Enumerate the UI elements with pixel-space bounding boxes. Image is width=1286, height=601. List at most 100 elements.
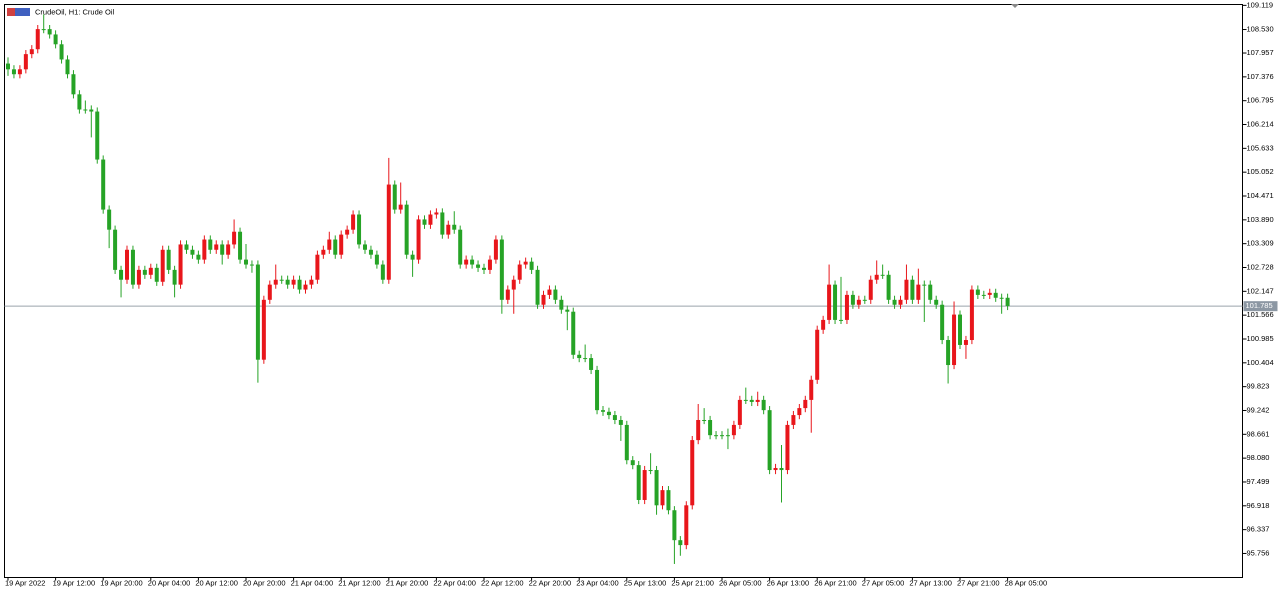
y-tick-label: 106.795 (1247, 96, 1274, 105)
candle-body (261, 299, 266, 360)
candle-body (511, 279, 516, 290)
candle-body (904, 279, 909, 300)
candle-body (374, 254, 379, 265)
candle-body (83, 109, 88, 111)
candle-body (714, 435, 719, 437)
candle-body (731, 424, 736, 436)
y-tick-label: 105.052 (1247, 167, 1274, 176)
y-tick-label: 96.918 (1247, 501, 1270, 510)
candle-body (309, 279, 314, 285)
x-tick-label: 19 Apr 20:00 (100, 578, 143, 587)
chart-title: CrudeOil, H1: Crude Oil (35, 7, 115, 16)
y-tick-label: 100.985 (1247, 334, 1274, 343)
candle-body (6, 63, 10, 70)
x-tick-label: 28 Apr 05:00 (1005, 578, 1048, 587)
x-tick-label: 19 Apr 2022 (5, 578, 45, 587)
candle-body (773, 467, 778, 471)
candle-body (184, 244, 189, 250)
candle-body (850, 294, 855, 305)
candle-body (839, 319, 843, 321)
candle-body (214, 244, 219, 250)
candle-body (725, 435, 730, 437)
candle-body (565, 309, 570, 312)
candle-body (987, 292, 992, 295)
candle-body (404, 204, 409, 255)
x-tick-label: 20 Apr 12:00 (195, 578, 238, 587)
candle-body (779, 467, 784, 471)
candle-body (160, 249, 165, 282)
candle-body (345, 229, 350, 235)
candle-body (47, 29, 52, 35)
y-tick-label: 107.957 (1247, 48, 1274, 57)
candle-body (208, 239, 213, 250)
x-tick-label: 21 Apr 20:00 (386, 578, 429, 587)
candle-body (523, 261, 528, 265)
candle-body (482, 267, 486, 270)
y-tick-label: 107.376 (1247, 72, 1274, 81)
candle-body (844, 294, 849, 320)
y-tick-label: 108.530 (1247, 25, 1274, 34)
y-tick-label: 99.823 (1247, 382, 1270, 391)
candle-body (577, 354, 582, 359)
candle-body (29, 49, 34, 55)
candle-body (517, 264, 522, 280)
candle-body (827, 284, 832, 320)
candle-body (553, 289, 558, 300)
x-tick-label: 27 Apr 05:00 (862, 578, 905, 587)
candle-body (464, 259, 469, 265)
candle-body (833, 284, 838, 320)
candle-body (874, 274, 879, 280)
y-tick-label: 106.214 (1247, 119, 1274, 128)
candle-body (315, 254, 320, 280)
candle-body (238, 231, 243, 260)
candle-body (946, 340, 951, 366)
candle-body (815, 329, 820, 380)
candle-body (963, 340, 968, 345)
candle-body (916, 284, 921, 300)
candle-body (999, 297, 1004, 299)
candle-body (499, 239, 504, 300)
candle-body (940, 304, 945, 341)
x-tick-label: 20 Apr 20:00 (243, 578, 286, 587)
candle-body (297, 279, 302, 290)
candle-body (934, 299, 939, 305)
candle-body (136, 269, 141, 285)
candle-body (11, 69, 16, 75)
x-tick-label: 22 Apr 04:00 (433, 578, 476, 587)
candle-body (166, 249, 171, 270)
candle-body (291, 279, 296, 285)
candle-body (749, 399, 754, 402)
candle-body (541, 294, 546, 305)
candle-body (35, 29, 40, 50)
candle-body (41, 29, 46, 31)
candle-body (952, 314, 957, 366)
candle-body (821, 319, 826, 330)
candle-body (410, 254, 415, 260)
candle-body (154, 267, 159, 282)
current-price-box (1243, 301, 1278, 312)
candle-body (226, 244, 231, 255)
candle-body (279, 279, 284, 281)
candle-body (220, 244, 225, 255)
candle-body (595, 369, 600, 411)
x-tick-label: 26 Apr 05:00 (719, 578, 762, 587)
candle-body (458, 229, 463, 265)
candle-body (583, 358, 588, 360)
candle-body (148, 267, 153, 275)
candle-body (547, 289, 552, 295)
candle-body (321, 249, 326, 255)
candle-body (232, 231, 237, 245)
candle-body (803, 399, 808, 409)
candle-body (434, 212, 439, 215)
candle-body (77, 94, 82, 110)
candle-body (130, 249, 135, 285)
candle-body (684, 505, 689, 546)
y-tick-label: 103.309 (1247, 239, 1274, 248)
candle-body (113, 229, 118, 270)
y-tick-label: 98.080 (1247, 453, 1270, 462)
candle-body (702, 419, 707, 421)
x-tick-label: 27 Apr 13:00 (909, 578, 952, 587)
candle-body (446, 224, 451, 235)
candle-body (493, 239, 498, 260)
